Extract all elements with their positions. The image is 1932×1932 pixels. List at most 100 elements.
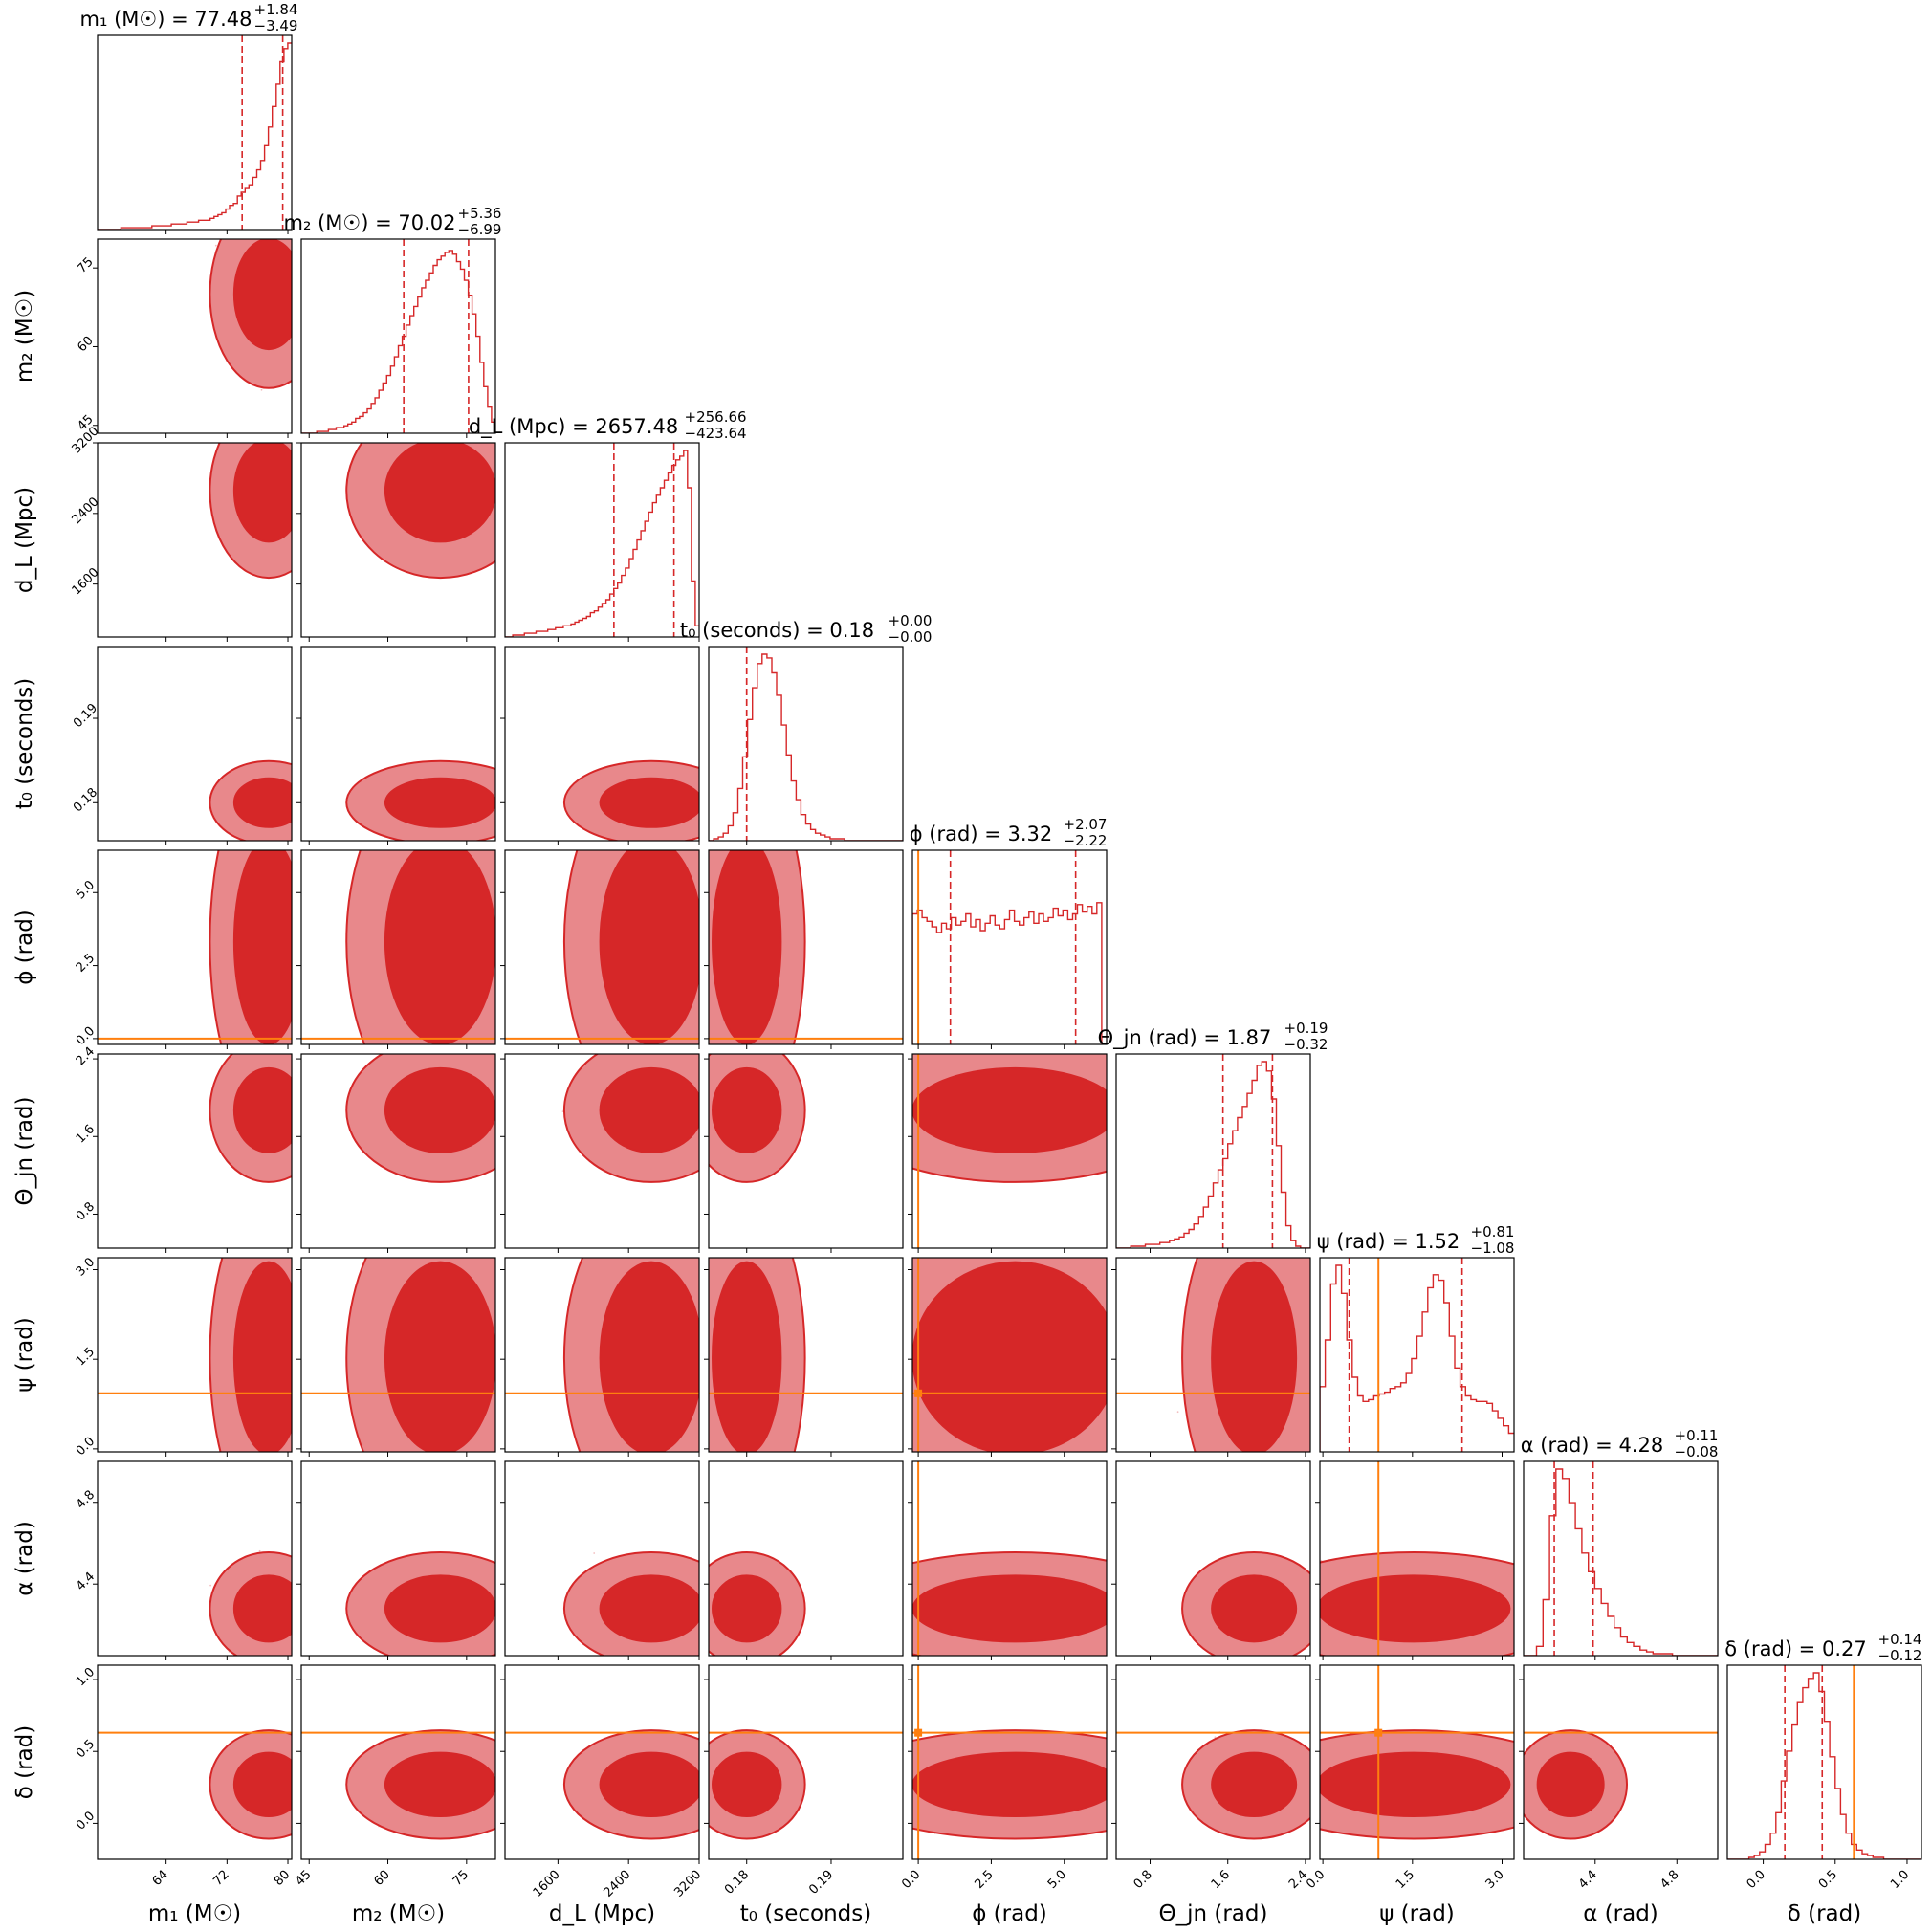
sample-point	[722, 811, 724, 813]
histogram-line	[505, 450, 699, 637]
sample-point	[296, 1426, 298, 1428]
sample-point	[321, 998, 323, 999]
sample-point	[293, 1616, 295, 1618]
sample-point	[593, 1552, 596, 1554]
panel-frame	[97, 238, 293, 434]
histogram-line	[1116, 1061, 1310, 1248]
sample-point	[498, 536, 500, 538]
sample-point	[501, 1589, 503, 1591]
sample-point	[292, 234, 294, 236]
sample-point	[1251, 1456, 1253, 1458]
contour-panel-6-4	[908, 1257, 1108, 1457]
sample-point	[294, 1609, 296, 1611]
sample-point	[524, 1624, 526, 1626]
inner-contour	[232, 777, 292, 828]
sample-point	[499, 984, 501, 986]
panel-frame	[1319, 1257, 1515, 1453]
sample-point	[311, 1614, 313, 1616]
sample-point	[299, 804, 301, 806]
sample-point	[508, 1089, 510, 1091]
panel-frame	[708, 849, 904, 1045]
sample-point	[309, 814, 311, 816]
sample-point	[377, 1454, 379, 1456]
sample-point	[298, 274, 300, 276]
panel-frame	[300, 1053, 496, 1249]
inner-contour	[599, 1261, 699, 1452]
hist-panel-5	[1115, 1053, 1311, 1253]
panel-frame	[504, 849, 700, 1045]
sample-point	[539, 1346, 541, 1348]
hist-panel-1	[300, 238, 496, 438]
contour-panel-5-4	[908, 1044, 1108, 1253]
sample-point	[293, 1347, 295, 1349]
sample-point	[315, 799, 317, 801]
sample-point	[295, 795, 296, 797]
panel-frame	[300, 1460, 496, 1657]
sample-point	[294, 808, 296, 810]
sample-point	[702, 1453, 704, 1455]
inner-contour	[712, 850, 782, 1044]
sample-point	[293, 967, 295, 969]
sample-point	[297, 796, 299, 798]
sample-point	[296, 1616, 298, 1618]
sample-point	[314, 1593, 316, 1595]
inner-contour	[599, 850, 699, 1044]
sample-point	[298, 286, 300, 288]
sample-point	[701, 815, 703, 817]
sample-point	[498, 497, 500, 499]
sample-point	[304, 1117, 306, 1119]
inner-contour	[599, 1574, 699, 1643]
panel-frame	[97, 442, 293, 638]
sample-point	[245, 234, 247, 236]
sample-point	[932, 1454, 933, 1456]
contour-panel-4-3	[704, 849, 904, 1049]
contour-panel-5-0	[93, 1053, 306, 1253]
sample-point	[318, 1587, 319, 1589]
sample-point	[510, 979, 512, 981]
sample-point	[296, 1121, 298, 1123]
panel-frame	[708, 1053, 904, 1249]
sample-point	[519, 1345, 521, 1347]
sample-point	[503, 1322, 505, 1324]
y-tick-label: 5.0	[74, 878, 98, 902]
sample-point	[432, 436, 434, 438]
sample-point	[293, 474, 295, 476]
sample-point	[296, 1391, 298, 1393]
sample-point	[296, 1392, 298, 1394]
contour-panel-2-1	[296, 436, 500, 642]
contour-panel-7-1	[296, 1460, 526, 1660]
sample-point	[295, 904, 296, 906]
sample-point	[411, 1047, 413, 1049]
inner-contour	[232, 1574, 292, 1643]
sample-point	[299, 1118, 301, 1120]
sample-point	[279, 223, 281, 225]
sample-point	[303, 1004, 305, 1006]
sample-point	[714, 807, 715, 809]
inner-contour	[232, 1261, 292, 1452]
panel-frame	[97, 849, 293, 1045]
panel-frame	[504, 442, 700, 638]
sample-point	[497, 1602, 499, 1604]
sample-point	[498, 996, 500, 998]
panel-frame	[300, 646, 496, 842]
sample-point	[293, 811, 295, 813]
contour-panel-7-3	[704, 1460, 904, 1660]
sample-point	[514, 1590, 516, 1592]
histogram-line	[709, 653, 903, 841]
panel-frame	[97, 1460, 293, 1657]
sample-point	[1016, 1044, 1018, 1046]
sample-point	[296, 871, 297, 873]
sample-point	[296, 810, 297, 812]
sample-point	[500, 970, 502, 972]
sample-point	[306, 1351, 308, 1353]
sample-point	[496, 1123, 498, 1125]
sample-point	[306, 326, 308, 328]
sample-point	[209, 1584, 212, 1587]
inner-contour	[232, 239, 292, 351]
sample-point	[297, 1348, 299, 1350]
panel-frame	[1115, 1053, 1311, 1249]
sample-point	[293, 1602, 295, 1604]
contour-panel-6-0	[93, 1257, 308, 1457]
panel-frame	[504, 1460, 700, 1657]
sample-point	[923, 1657, 925, 1658]
